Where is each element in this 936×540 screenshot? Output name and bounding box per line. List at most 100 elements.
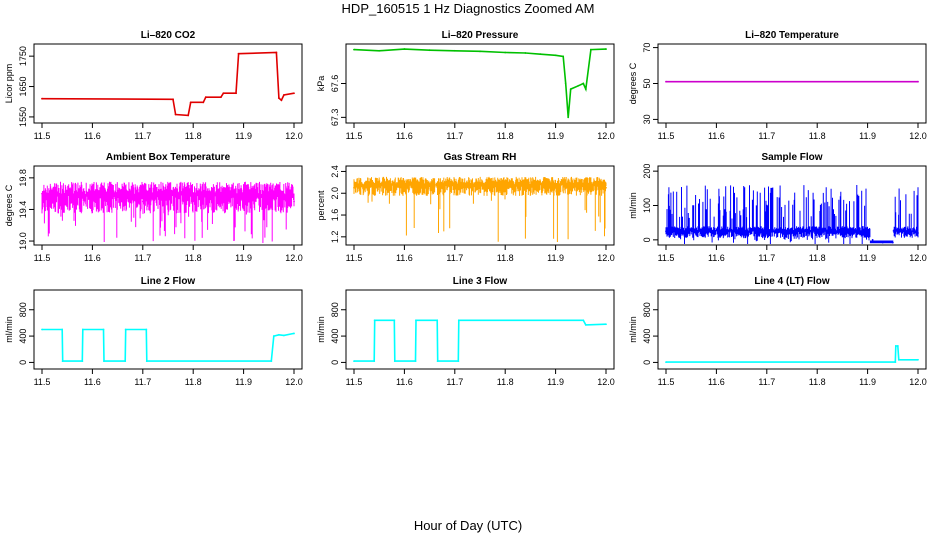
x-tick-label: 11.9	[235, 253, 252, 263]
data-point	[277, 333, 280, 336]
y-tick-label: 400	[330, 329, 340, 344]
data-point	[415, 319, 417, 322]
y-tick-label: 0	[642, 237, 652, 242]
x-tick-label: 11.7	[446, 377, 463, 387]
data-point	[577, 84, 580, 87]
data-point	[428, 49, 431, 52]
panel-title: Li–820 Pressure	[442, 30, 519, 41]
data-point	[414, 360, 417, 362]
series-band	[353, 176, 607, 242]
data-point	[457, 360, 460, 362]
y-tick-label: 1.6	[330, 209, 340, 222]
data-point	[222, 92, 225, 95]
y-axis-label: ml/min	[316, 316, 326, 343]
data-point	[41, 328, 43, 331]
y-tick-label: 1550	[18, 107, 28, 127]
y-tick-label: 800	[330, 302, 340, 317]
data-point	[61, 360, 64, 362]
data-point	[141, 200, 144, 203]
x-tick-label: 11.8	[809, 131, 826, 141]
data-point	[504, 186, 507, 189]
y-tick-label: 67.6	[330, 75, 340, 93]
data-point	[124, 328, 127, 331]
x-tick-label: 11.8	[497, 377, 514, 387]
chart-panel: Ambient Box Temperature 11.5 11.6 11.7 11.8 1…	[4, 152, 303, 263]
data-point	[569, 88, 572, 91]
x-tick-label: 12.0	[909, 253, 927, 263]
data-point	[917, 232, 919, 234]
x-tick-label: 11.9	[547, 253, 564, 263]
data-point	[582, 82, 585, 85]
y-tick-label: 19.0	[18, 232, 28, 250]
data-point	[765, 230, 768, 233]
series-band	[665, 185, 919, 244]
x-tick-label: 11.9	[859, 131, 876, 141]
x-tick-label: 11.6	[708, 253, 725, 263]
plot-frame	[345, 165, 615, 246]
data-point	[124, 360, 127, 362]
x-tick-label: 12.0	[909, 131, 927, 141]
x-tick-label: 11.9	[235, 131, 252, 141]
chart-panel: Gas Stream RH 11.5 11.6 11.7 11.8 11.9 12.0 1.2…	[316, 152, 615, 263]
data-point	[373, 319, 376, 322]
data-point	[275, 51, 278, 54]
y-tick-label: 70	[642, 43, 652, 53]
y-tick-label: 0	[18, 360, 28, 365]
x-tick-label: 11.8	[185, 253, 202, 263]
x-axis-label: Hour of Day (UTC)	[413, 518, 523, 533]
data-point	[403, 48, 406, 50]
x-tick-label: 11.8	[809, 253, 826, 263]
series-line	[354, 319, 607, 362]
x-tick-label: 11.5	[346, 377, 363, 387]
data-point	[479, 50, 481, 53]
data-point	[378, 49, 381, 52]
x-tick-label: 11.5	[34, 131, 51, 141]
data-point	[61, 328, 64, 331]
y-tick-label: 1750	[18, 46, 28, 66]
data-point	[41, 97, 43, 100]
x-tick-label: 12.0	[597, 131, 615, 141]
data-point	[174, 113, 177, 116]
x-tick-label: 11.9	[859, 377, 876, 387]
data-point	[584, 88, 587, 91]
chart-panel: Li–820 Pressure 11.5 11.6 11.7 11.8 11.9 12.0 6…	[316, 30, 615, 141]
x-tick-label: 11.7	[134, 377, 151, 387]
chart-panel: Line 3 Flow 11.5 11.6 11.7 11.8 11.9 12.0 0 400 8…	[316, 276, 615, 387]
data-point	[235, 92, 237, 95]
x-tick-label: 11.8	[185, 377, 202, 387]
x-tick-label: 11.8	[809, 377, 826, 387]
y-axis-label: ml/min	[628, 316, 638, 343]
x-tick-label: 11.6	[708, 377, 725, 387]
data-point	[866, 230, 869, 233]
data-point	[605, 48, 607, 50]
y-tick-label: 19.8	[18, 169, 28, 187]
data-point	[220, 96, 222, 99]
data-point	[881, 241, 884, 244]
series-line	[42, 328, 295, 362]
data-point	[189, 101, 192, 104]
plot-frame	[345, 289, 615, 370]
y-tick-label: 1.2	[330, 231, 340, 244]
y-tick-label: 800	[642, 302, 652, 317]
data-point	[897, 358, 900, 361]
data-point	[41, 192, 43, 195]
x-tick-label: 12.0	[285, 131, 303, 141]
data-point	[436, 319, 439, 322]
x-tick-label: 11.5	[346, 253, 363, 263]
panel-title: Sample Flow	[761, 152, 822, 163]
x-tick-label: 12.0	[285, 253, 303, 263]
data-point	[172, 98, 174, 101]
x-tick-label: 11.7	[446, 131, 463, 141]
data-point	[524, 52, 527, 54]
x-tick-label: 11.7	[758, 131, 775, 141]
series-line	[353, 48, 607, 118]
y-tick-label: 0	[330, 360, 340, 365]
data-point	[894, 361, 897, 363]
y-axis-label: Licor ppm	[4, 64, 14, 104]
y-axis-label: ml/min	[4, 316, 14, 343]
data-point	[453, 186, 456, 189]
data-point	[917, 80, 919, 83]
data-point	[192, 200, 195, 203]
panel-title: Li–820 Temperature	[745, 30, 839, 41]
